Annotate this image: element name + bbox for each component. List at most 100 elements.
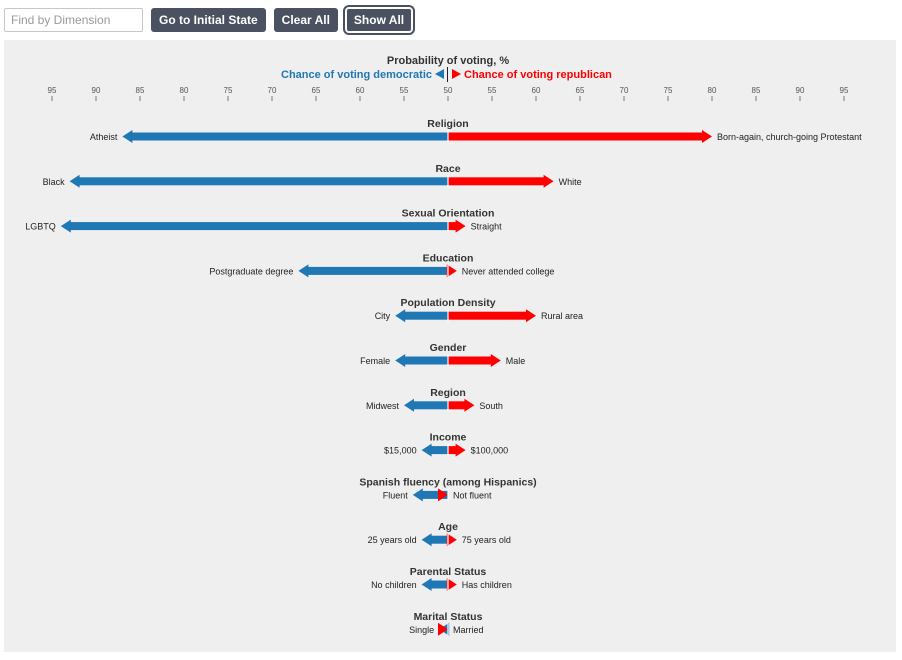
republican-arrow-icon [702,130,712,143]
axis-tick-label: 65 [576,86,585,95]
republican-bar[interactable] [448,311,529,320]
republican-bar[interactable] [448,356,494,365]
democratic-label: LGBTQ [25,222,56,232]
initial-state-button[interactable]: Go to Initial State [151,8,266,32]
dimension-row[interactable]: Region Midwest South [366,387,503,412]
dimension-name: Income [430,432,467,444]
axis-tick-label: 55 [400,86,409,95]
dimension-row[interactable]: Education Postgraduate degree Never attend… [209,252,555,278]
legend-democratic: Chance of voting democratic [281,69,432,81]
legend-republican-arrow-icon [452,69,461,79]
democratic-label: Midwest [366,401,400,411]
democratic-arrow-icon [421,578,432,591]
dimension-name: Religion [427,118,468,130]
axis-tick-label: 75 [664,86,673,95]
democratic-arrow-icon [421,533,432,547]
democratic-bar[interactable] [129,132,448,141]
dimension-name: Race [435,163,460,175]
axis-tick-label: 55 [488,86,497,95]
democratic-bar[interactable] [419,490,448,499]
democratic-arrow-icon [404,398,414,412]
probability-axis: 95 90 85 80 75 70 65 60 55 50 55 60 65 70 75 80 85 90 95 [48,86,849,101]
democratic-bar[interactable] [305,266,448,275]
republican-label: Married [453,625,484,635]
republican-label: $100,000 [471,446,509,456]
democratic-bar[interactable] [67,222,449,231]
dimension-row[interactable]: Income $15,000 $100,000 [384,432,508,457]
democratic-arrow-icon [395,354,406,367]
legend-republican: Chance of voting republican [464,69,612,81]
democratic-arrow-icon [69,174,80,188]
dimension-row[interactable]: Spanish fluency (among Hispanics) Fluent N… [359,476,537,502]
democratic-bar[interactable] [402,311,448,320]
dimension-name: Region [430,387,466,399]
republican-bar[interactable] [448,446,459,455]
democratic-label: Black [43,177,66,187]
democratic-bar[interactable] [428,580,448,589]
democratic-bar[interactable] [428,535,448,544]
democratic-arrow-icon [395,309,406,323]
axis-tick-label: 95 [840,86,849,95]
dimension-name: Sexual Orientation [402,208,495,220]
democratic-bar[interactable] [428,446,448,455]
dimension-row[interactable]: Gender Female Male [360,342,525,367]
democratic-bar[interactable] [76,177,448,186]
republican-arrow-icon [455,443,466,457]
axis-tick-label: 70 [620,86,629,95]
republican-bar[interactable] [448,177,547,186]
dimension-name: Population Density [400,297,495,309]
democratic-label: Fluent [383,490,409,500]
axis-tick-label: 60 [356,86,365,95]
republican-label: White [559,177,582,187]
democratic-bar[interactable] [411,401,448,410]
democratic-arrow-icon [122,130,133,143]
republican-arrow-icon [455,219,466,233]
dimension-name: Marital Status [414,611,483,623]
dimension-search-input[interactable] [4,8,143,32]
republican-bar[interactable] [448,132,705,141]
republican-arrow-icon [446,533,457,547]
republican-label: Not fluent [453,490,492,500]
axis-tick-label: 60 [532,86,541,95]
dimension-name: Parental Status [410,566,487,578]
dimension-row[interactable]: Marital Status Single Married [409,611,484,636]
dimension-row[interactable]: Age 25 years old 75 years old [368,521,511,547]
democratic-bar[interactable] [402,356,448,365]
show-all-button[interactable]: Show All [342,5,416,35]
dimension-name: Spanish fluency (among Hispanics) [359,476,536,488]
republican-label: South [479,401,503,411]
republican-label: Never attended college [462,266,555,276]
axis-tick-label: 65 [312,86,321,95]
republican-arrow-icon [464,398,475,412]
democratic-label: No children [371,580,417,590]
republican-bar[interactable] [448,222,459,231]
axis-tick-label: 85 [136,86,145,95]
republican-label: Straight [471,222,503,232]
dimension-name: Education [423,252,474,264]
toolbar: Go to Initial State Clear All Show All [4,5,416,35]
republican-label: Rural area [541,311,583,321]
republican-arrow-icon [446,578,457,591]
republican-arrow-icon [438,622,448,636]
democratic-label: 25 years old [368,535,417,545]
axis-tick-label: 85 [752,86,761,95]
chart-panel: Probability of voting, % Chance of votin… [4,40,896,652]
clear-all-button[interactable]: Clear All [273,8,338,32]
republican-bar[interactable] [448,401,468,410]
dimension-row[interactable]: Sexual Orientation LGBTQ Straight [25,208,502,233]
axis-tick-label: 80 [180,86,189,95]
dimension-row[interactable]: Population Density City Rural area [375,297,583,323]
republican-arrow-icon [490,354,501,367]
republican-arrow-icon [526,309,536,323]
dimension-row[interactable]: Parental Status No children Has children [371,566,512,591]
democratic-arrow-icon [421,443,432,457]
democratic-arrow-icon [60,219,71,233]
democratic-label: Atheist [90,132,118,142]
axis-tick-label: 95 [48,86,57,95]
dimension-row[interactable]: Religion Atheist Born-again, church-going … [90,118,862,143]
republican-arrow-icon [446,264,457,278]
legend-democratic-arrow-icon [435,69,444,79]
democratic-label: Postgraduate degree [209,266,293,276]
dimension-row[interactable]: Race Black White [43,163,582,188]
republican-label: Male [506,356,526,366]
